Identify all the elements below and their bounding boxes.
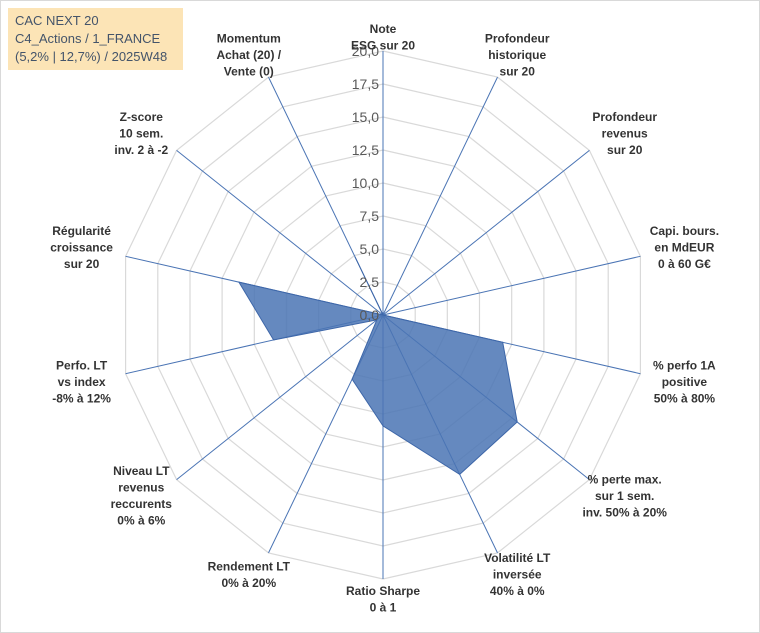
axis-label-5-line-0: % perte max. [588,472,662,486]
axis-spoke-12 [176,150,384,316]
axis-label-1: Profondeur historique sur 20 [485,31,550,78]
axis-label-6-line-2: 40% à 0% [490,584,545,598]
axis-label-4-line-2: 50% à 80% [654,391,716,405]
radar-series [237,256,518,476]
tick-label-8: 20,0 [352,43,379,59]
axis-spoke-9 [176,314,384,480]
axis-label-12: Z-score 10 sem. inv. 2 à -2 [114,110,168,157]
axis-label-7-line-1: 0 à 1 [370,601,397,615]
axis-spoke-1 [382,76,498,316]
axis-label-3-line-0: Capi. bours. [650,224,719,238]
axis-label-13-line-0: Momentum [217,31,281,45]
axis-label-6: Volatilité LT inversée 40% à 0% [484,551,551,598]
axis-label-11-line-0: Régularité [52,224,111,238]
axis-label-3: Capi. bours. en MdEUR 0 à 60 G€ [650,224,719,271]
axis-spoke-3 [382,255,641,316]
axis-label-9-line-3: 0% à 6% [117,514,165,528]
axis-label-9: Niveau LT revenus reccurents 0% à 6% [111,464,173,527]
axis-label-13-line-1: Achat (20) / [216,48,281,62]
axis-label-13: Momentum Achat (20) / Vente (0) [216,31,281,78]
axis-label-10-line-1: vs index [58,375,106,389]
axis-label-7: Ratio Sharpe 0 à 1 [346,584,420,615]
axis-label-8-line-0: Rendement LT [208,559,291,573]
axis-label-4: % perfo 1A positive 50% à 80% [653,358,716,405]
axis-label-2-line-2: sur 20 [607,143,643,157]
axis-label-2-line-0: Profondeur [592,110,657,124]
tick-label-3: 7,5 [360,208,380,224]
axis-label-0-line-1: ESG sur 20 [351,39,415,53]
chart-title-line-1: CAC NEXT 20 [15,13,99,28]
axis-label-8-line-1: 0% à 20% [221,576,276,590]
radar-axis-labels: Note ESG sur 20 Profondeur historique sur 20… [50,22,719,615]
axis-label-9-line-0: Niveau LT [113,464,170,478]
axis-label-1-line-0: Profondeur [485,31,550,45]
axis-label-11-line-2: sur 20 [64,257,100,271]
axis-label-10-line-0: Perfo. LT [56,358,108,372]
axis-label-8: Rendement LT 0% à 20% [208,559,291,590]
series-area-0 [237,256,518,476]
axis-label-0: Note ESG sur 20 [351,22,415,53]
axis-label-6-line-0: Volatilité LT [484,551,551,565]
axis-label-6-line-1: inversée [493,568,542,582]
tick-label-1: 2,5 [360,274,380,290]
axis-label-1-line-2: sur 20 [500,64,536,78]
axis-label-4-line-0: % perfo 1A [653,358,716,372]
axis-label-0-line-0: Note [370,22,397,36]
axis-label-12-line-0: Z-score [120,110,164,124]
axis-label-5-line-1: sur 1 sem. [595,489,654,503]
axis-label-3-line-1: en MdEUR [654,241,714,255]
axis-label-7-line-0: Ratio Sharpe [346,584,420,598]
tick-label-6: 15,0 [352,109,379,125]
tick-label-7: 17,5 [352,76,379,92]
axis-label-5: % perte max. sur 1 sem. inv. 50% à 20% [582,472,667,519]
axis-label-9-line-1: revenus [118,481,164,495]
axis-label-11: Régularité croissance sur 20 [50,224,113,271]
axis-label-13-line-2: Vente (0) [224,64,274,78]
tick-label-4: 10,0 [352,175,379,191]
chart-title-line-3: (5,2% | 12,7%) / 2025W48 [15,49,168,64]
axis-label-4-line-1: positive [662,375,708,389]
tick-label-0: 0,0 [360,307,380,323]
axis-label-2: Profondeur revenus sur 20 [592,110,657,157]
axis-label-11-line-1: croissance [50,241,113,255]
axis-label-10-line-2: -8% à 12% [52,391,111,405]
axis-label-5-line-2: inv. 50% à 20% [582,505,667,519]
axis-label-10: Perfo. LT vs index -8% à 12% [52,358,111,405]
radar-tick-labels: 0,0 2,5 5,0 7,5 10,0 12,5 15,0 17,5 20,0 [352,43,379,323]
chart-title-box: CAC NEXT 20 C4_Actions / 1_FRANCE (5,2% … [8,8,183,70]
axis-spoke-2 [382,150,590,316]
axis-label-12-line-1: 10 sem. [119,127,163,141]
tick-label-5: 12,5 [352,142,379,158]
axis-label-9-line-2: reccurents [111,497,173,511]
axis-label-2-line-1: revenus [602,127,648,141]
tick-label-2: 5,0 [360,241,380,257]
axis-label-1-line-1: historique [488,48,546,62]
chart-title-line-2: C4_Actions / 1_FRANCE [15,31,161,46]
axis-label-3-line-2: 0 à 60 G€ [658,257,711,271]
axis-label-12-line-2: inv. 2 à -2 [114,143,168,157]
